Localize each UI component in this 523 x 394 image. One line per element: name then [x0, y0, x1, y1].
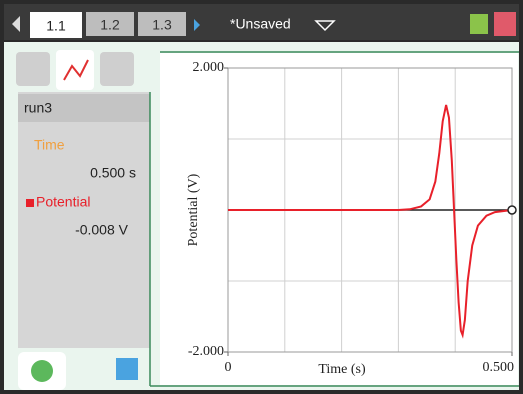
screen: 1.1 1.2 1.3 *Unsaved run3 Time 0.500 s P… — [0, 0, 523, 394]
potential-value: -0.008 V — [75, 222, 129, 238]
graph-area — [160, 53, 518, 385]
collect-button[interactable] — [116, 358, 138, 380]
series-swatch — [26, 199, 34, 207]
document-title: *Unsaved — [230, 16, 291, 32]
tab-label: 1.1 — [46, 18, 66, 34]
details-panel — [18, 92, 150, 348]
run-name: run3 — [24, 100, 52, 116]
x-tick-label: 0.500 — [483, 360, 515, 375]
time-label: Time — [34, 137, 65, 153]
tab-label: 1.3 — [152, 17, 172, 33]
start-icon — [31, 360, 53, 382]
legend-entry: Potential — [36, 194, 90, 210]
meter-tab[interactable] — [16, 52, 50, 86]
cursor-point — [508, 206, 516, 214]
y-axis-label: Potential (V) — [186, 173, 201, 246]
battery-icon — [470, 14, 488, 34]
x-axis-label: Time (s) — [318, 362, 366, 377]
time-value: 0.500 s — [90, 165, 136, 181]
y-tick-label: -2.000 — [188, 344, 224, 359]
tab-label: 1.2 — [100, 17, 120, 33]
close-button[interactable] — [494, 12, 516, 36]
y-tick-label: 2.000 — [193, 60, 225, 75]
x-tick-label: 0 — [225, 360, 232, 375]
table-tab[interactable] — [100, 52, 134, 86]
